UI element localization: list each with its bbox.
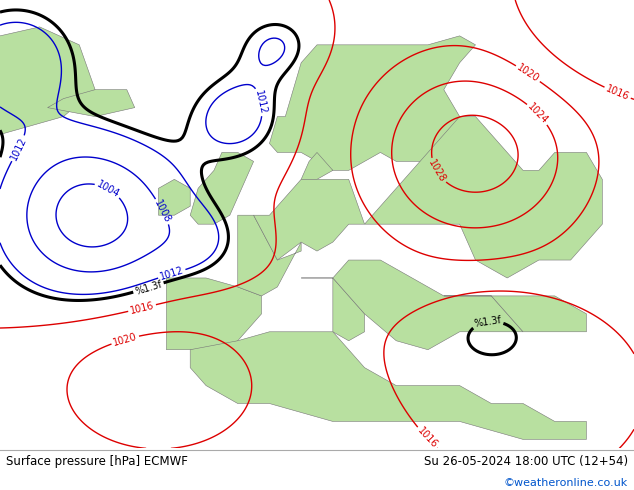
Text: 1012: 1012 <box>8 135 29 162</box>
Text: %1.3f: %1.3f <box>473 315 502 329</box>
Polygon shape <box>444 296 586 332</box>
Text: 1012: 1012 <box>254 89 268 115</box>
Text: Su 26-05-2024 18:00 UTC (12+54): Su 26-05-2024 18:00 UTC (12+54) <box>424 455 628 468</box>
Polygon shape <box>301 278 365 341</box>
Polygon shape <box>365 117 602 278</box>
Polygon shape <box>238 215 301 296</box>
Text: 1016: 1016 <box>129 300 155 316</box>
Polygon shape <box>269 36 476 171</box>
Text: 1016: 1016 <box>604 84 631 102</box>
Polygon shape <box>0 27 95 135</box>
Text: 1008: 1008 <box>153 198 172 224</box>
Polygon shape <box>254 179 365 260</box>
Text: 1028: 1028 <box>426 158 448 184</box>
Text: Surface pressure [hPa] ECMWF: Surface pressure [hPa] ECMWF <box>6 455 188 468</box>
Text: 1020: 1020 <box>515 63 541 84</box>
Text: ©weatheronline.co.uk: ©weatheronline.co.uk <box>503 477 628 488</box>
Polygon shape <box>166 278 261 350</box>
Text: 1020: 1020 <box>112 331 138 348</box>
Text: 1004: 1004 <box>95 179 121 199</box>
Polygon shape <box>190 332 586 440</box>
Polygon shape <box>158 179 190 215</box>
Polygon shape <box>301 152 333 179</box>
Polygon shape <box>333 260 523 350</box>
Text: 1024: 1024 <box>526 101 550 126</box>
Polygon shape <box>190 152 254 224</box>
Polygon shape <box>48 90 134 117</box>
Text: %1.3f: %1.3f <box>134 279 163 296</box>
Text: 1016: 1016 <box>415 425 439 450</box>
Text: 1012: 1012 <box>158 266 185 282</box>
